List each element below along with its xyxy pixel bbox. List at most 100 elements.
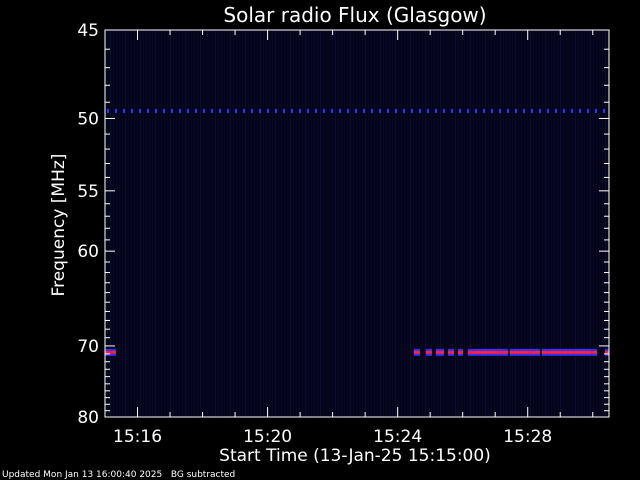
y-tick-label: 45 [77, 21, 99, 41]
texture-stripe [212, 30, 213, 417]
texture-stripe [194, 30, 195, 417]
band-segment [355, 108, 357, 113]
texture-stripe [155, 30, 156, 417]
texture-stripe [395, 30, 396, 417]
y-tick-label: 60 [77, 242, 99, 262]
band-segment [139, 108, 141, 113]
texture-stripe [386, 30, 387, 417]
texture-stripe [161, 30, 162, 417]
texture-stripe [542, 30, 543, 417]
texture-stripe [566, 30, 567, 417]
band-segment [593, 350, 597, 354]
texture-stripe [539, 30, 540, 417]
texture-stripe [281, 30, 282, 417]
band-segment [603, 108, 605, 113]
texture-stripe [578, 30, 579, 417]
band-segment [457, 350, 463, 354]
texture-stripe [515, 30, 516, 417]
band-segment [425, 350, 432, 354]
texture-stripe [467, 30, 468, 417]
texture-stripe [425, 30, 426, 417]
texture-stripe [275, 30, 276, 417]
band-segment [509, 350, 540, 354]
band-segment [531, 108, 533, 113]
band-segment [203, 108, 205, 113]
texture-stripe [158, 30, 159, 417]
band-segment [219, 108, 221, 113]
texture-stripe [590, 30, 591, 417]
texture-stripe [389, 30, 390, 417]
x-tick-label: 15:20 [243, 427, 292, 447]
texture-stripe [314, 30, 315, 417]
texture-stripe [242, 30, 243, 417]
texture-stripe [500, 30, 501, 417]
texture-stripe [551, 30, 552, 417]
texture-stripe [407, 30, 408, 417]
band-segment [371, 108, 373, 113]
band-segment [563, 108, 565, 113]
band-segment [387, 108, 389, 113]
band-segment [171, 108, 173, 113]
texture-stripe [431, 30, 432, 417]
texture-stripe [170, 30, 171, 417]
texture-stripe [317, 30, 318, 417]
band-segment [195, 108, 197, 113]
texture-stripe [218, 30, 219, 417]
band-segment [379, 108, 381, 113]
texture-stripe [587, 30, 588, 417]
texture-stripe [413, 30, 414, 417]
band-segment [323, 108, 325, 113]
texture-stripe [131, 30, 132, 417]
band-segment [591, 350, 593, 354]
texture-stripe [392, 30, 393, 417]
band-segment [467, 350, 508, 354]
band-segment [413, 350, 420, 354]
texture-stripe [293, 30, 294, 417]
band-segment [299, 108, 301, 113]
band-segment [467, 108, 469, 113]
texture-stripe [341, 30, 342, 417]
texture-stripe [224, 30, 225, 417]
texture-stripe [443, 30, 444, 417]
texture-stripe [248, 30, 249, 417]
y-tick-label: 50 [77, 109, 99, 129]
texture-stripe [173, 30, 174, 417]
texture-stripe [563, 30, 564, 417]
band-segment [155, 108, 157, 113]
texture-stripe [344, 30, 345, 417]
texture-stripe [269, 30, 270, 417]
texture-stripe [434, 30, 435, 417]
band-segment [605, 350, 609, 354]
texture-stripe [116, 30, 117, 417]
texture-stripe [239, 30, 240, 417]
texture-stripe [383, 30, 384, 417]
texture-stripe [260, 30, 261, 417]
texture-stripe [449, 30, 450, 417]
texture-stripe [416, 30, 417, 417]
band-segment [291, 108, 293, 113]
band-segment [499, 108, 501, 113]
texture-stripe [326, 30, 327, 417]
texture-stripe [188, 30, 189, 417]
texture-stripe [554, 30, 555, 417]
texture-stripe [146, 30, 147, 417]
texture-stripe [452, 30, 453, 417]
texture-stripe [536, 30, 537, 417]
texture-stripe [419, 30, 420, 417]
band-segment [483, 108, 485, 113]
texture-stripe [593, 30, 594, 417]
texture-stripe [209, 30, 210, 417]
band-segment [227, 108, 229, 113]
texture-stripe [374, 30, 375, 417]
texture-stripe [164, 30, 165, 417]
texture-stripe [215, 30, 216, 417]
texture-stripe [338, 30, 339, 417]
texture-stripe [509, 30, 510, 417]
band-segment [447, 350, 454, 354]
texture-stripe [428, 30, 429, 417]
texture-stripe [368, 30, 369, 417]
band-segment [307, 108, 309, 113]
texture-stripe [320, 30, 321, 417]
band-segment [491, 108, 493, 113]
texture-stripe [296, 30, 297, 417]
